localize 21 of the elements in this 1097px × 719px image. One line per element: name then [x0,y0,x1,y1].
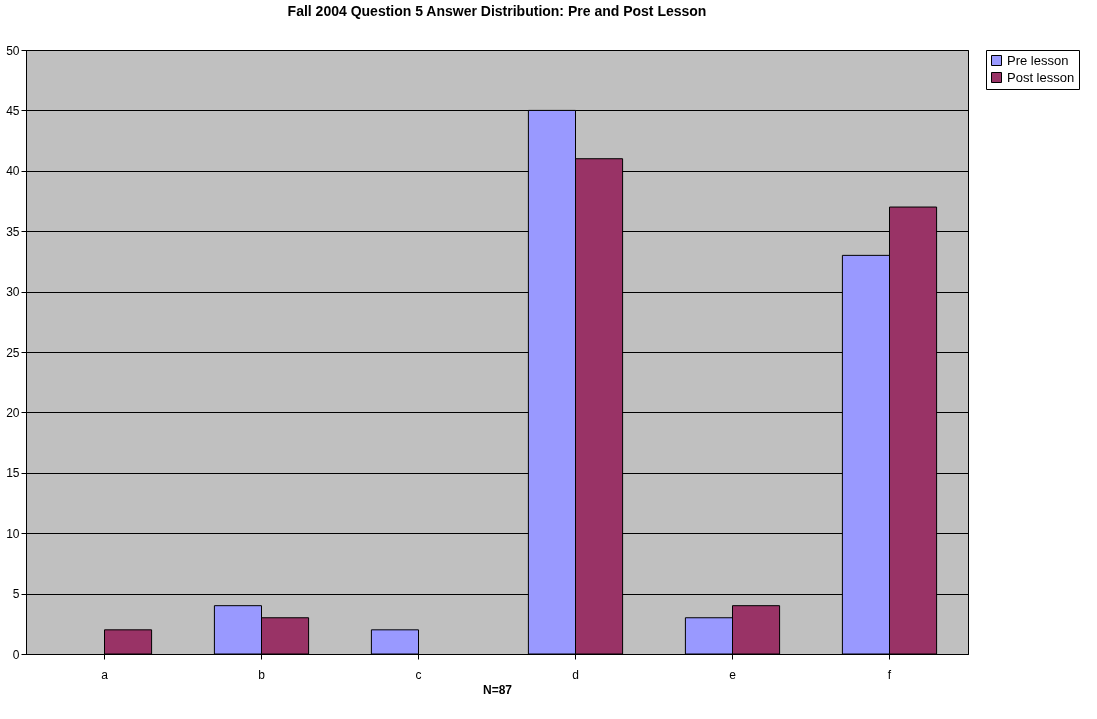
y-tick-label: 5 [12,587,20,602]
chart-title: Fall 2004 Question 5 Answer Distribution: Pre and Post Lesson [287,3,707,19]
x-tick-label: d [572,667,579,682]
legend-label: Pre lesson [1007,52,1069,68]
y-tick-label: 25 [6,345,20,360]
y-tick-label: 50 [6,43,20,58]
x-tick-label: f [887,667,892,682]
y-tick-label: 0 [12,647,20,662]
y-tick-label: 20 [6,405,20,420]
y-tick-label: 30 [6,285,20,300]
legend-label: Post lesson [1007,69,1075,85]
y-tick-label: 35 [6,224,20,239]
x-tick-label: b [258,667,266,682]
y-tick-label: 10 [6,526,20,541]
x-tick-label: e [729,667,737,682]
y-tick-label: 40 [6,164,20,179]
y-tick-label: 45 [6,103,20,118]
x-tick-label: a [101,667,109,682]
x-axis-title: N=87 [482,682,513,697]
y-tick-label: 15 [6,466,20,481]
x-tick-label: c [415,667,422,682]
